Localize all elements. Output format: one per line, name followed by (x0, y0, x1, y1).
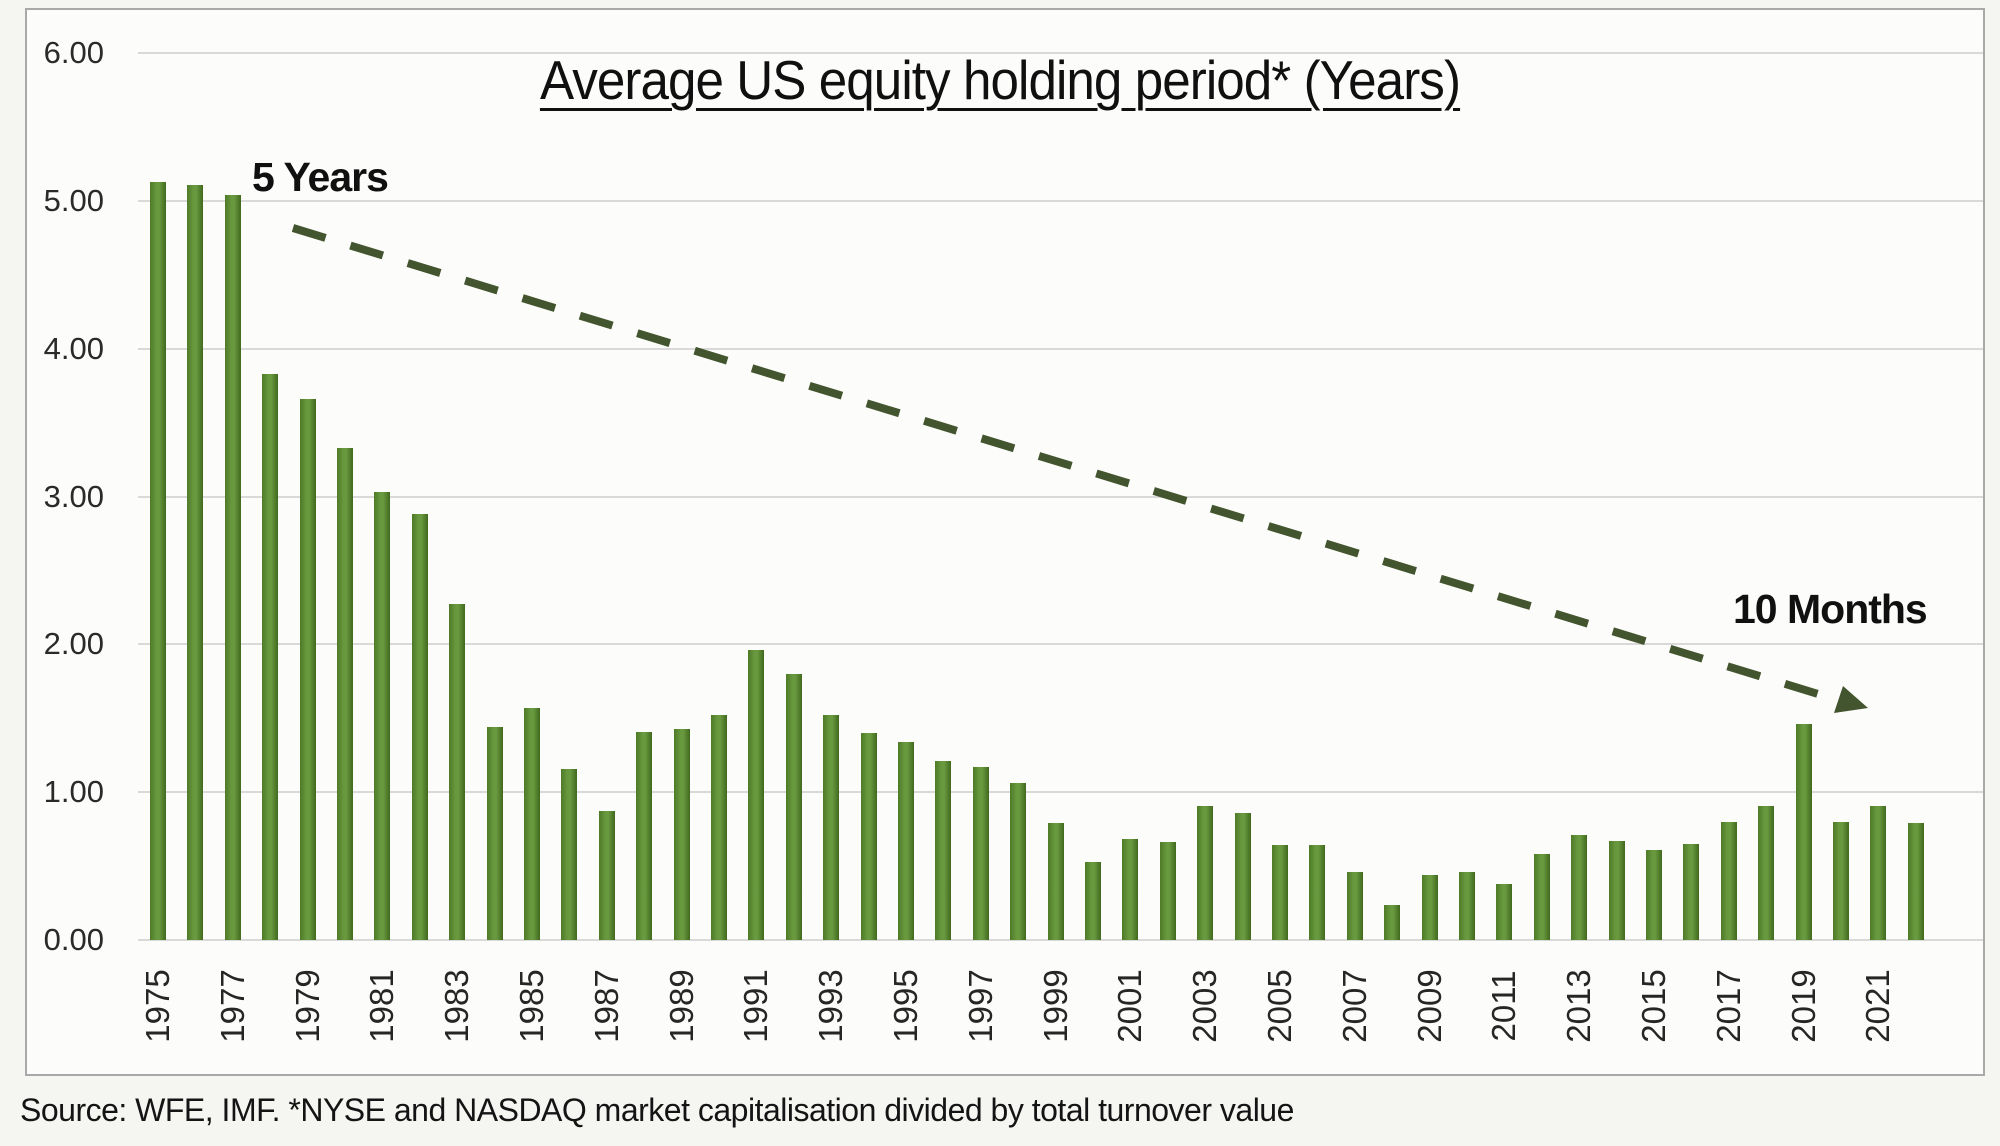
bar-1987 (598, 811, 615, 940)
x-tick-label-2005: 2005 (1261, 969, 1298, 1043)
x-tick-label-1997: 1997 (961, 969, 999, 1043)
y-tick-label: 6.00 (43, 35, 104, 71)
x-tick-label-1975: 1975 (139, 969, 176, 1043)
bar-1996 (935, 761, 952, 940)
bar-1983 (449, 604, 466, 940)
bar-2022 (1907, 823, 1924, 940)
bar-1981 (374, 492, 391, 940)
bar-2011 (1496, 883, 1513, 940)
bar-1985 (524, 707, 540, 940)
bar-1997 (972, 767, 989, 940)
bar-1999 (1047, 823, 1064, 940)
bar-2017 (1720, 821, 1737, 940)
bar-2010 (1459, 872, 1475, 940)
bar-1989 (673, 728, 690, 940)
x-tick-label-2013: 2013 (1560, 969, 1598, 1043)
annotation-10-months: 10 Months (1733, 586, 1928, 632)
y-tick-label: 2.00 (43, 626, 104, 662)
bar-1988 (636, 731, 653, 940)
gridline-5.00 (138, 200, 1983, 202)
gridline-4.00 (138, 347, 1983, 350)
bar-2019 (1795, 724, 1812, 940)
y-tick-label: 1.00 (43, 774, 104, 810)
bar-2021 (1870, 805, 1887, 940)
bar-2002 (1159, 842, 1176, 940)
bar-2007 (1346, 872, 1363, 940)
chart-title: Average US equity holding period* (Years… (70, 48, 1930, 112)
bar-1991 (748, 650, 765, 940)
x-tick-label-2001: 2001 (1111, 969, 1149, 1043)
y-tick-label: 3.00 (43, 478, 104, 514)
y-tick-label: 4.00 (43, 330, 104, 366)
bar-1977 (224, 195, 241, 940)
x-tick-label-1983: 1983 (438, 969, 476, 1043)
bar-2006 (1309, 845, 1326, 940)
gridline-6.00 (138, 52, 1983, 55)
bar-2000 (1085, 861, 1101, 940)
x-tick-label-1999: 1999 (1036, 969, 1074, 1043)
x-tick-label-1989: 1989 (662, 969, 700, 1043)
bar-2001 (1122, 839, 1139, 940)
bar-1998 (1010, 783, 1027, 940)
x-tick-label-2021: 2021 (1859, 969, 1897, 1043)
bar-2005 (1272, 845, 1288, 940)
bar-2004 (1234, 812, 1251, 940)
x-tick-label-2009: 2009 (1410, 969, 1448, 1043)
bar-1990 (711, 715, 727, 940)
bar-1975 (150, 181, 166, 940)
bar-1982 (411, 514, 428, 940)
x-tick-label-2019: 2019 (1784, 969, 1822, 1043)
x-tick-label-1979: 1979 (288, 969, 326, 1043)
x-tick-label-2017: 2017 (1709, 969, 1747, 1043)
bar-2020 (1833, 821, 1849, 940)
bar-2015 (1646, 849, 1662, 940)
bar-1980 (337, 447, 353, 940)
bar-2009 (1421, 874, 1438, 940)
bar-2008 (1384, 904, 1401, 940)
bar-2016 (1683, 843, 1700, 940)
x-tick-label-2003: 2003 (1186, 969, 1224, 1043)
gridline-1.00 (138, 791, 1983, 794)
y-tick-label: 5.00 (43, 183, 104, 218)
x-tick-label-2007: 2007 (1335, 969, 1373, 1043)
source-note: Source: WFE, IMF. *NYSE and NASDAQ marke… (20, 1092, 1294, 1128)
bar-1979 (299, 399, 316, 940)
annotation-5-years: 5 Years (252, 154, 389, 200)
bar-2003 (1197, 805, 1214, 940)
bar-1994 (860, 733, 877, 940)
x-tick-label-1987: 1987 (587, 969, 625, 1043)
x-tick-label-2015: 2015 (1635, 969, 1672, 1043)
bar-2012 (1533, 854, 1550, 940)
x-tick-label-1981: 1981 (363, 969, 401, 1043)
bar-1995 (898, 741, 914, 940)
bar-1986 (561, 768, 578, 940)
x-tick-label-1977: 1977 (213, 969, 251, 1043)
bar-2014 (1608, 840, 1625, 940)
bar-2018 (1758, 805, 1775, 940)
x-tick-label-1993: 1993 (812, 969, 850, 1043)
x-tick-label-1985: 1985 (513, 969, 550, 1043)
bar-1993 (823, 715, 840, 940)
x-tick-label-1991: 1991 (737, 969, 775, 1043)
x-tick-label-1995: 1995 (887, 969, 924, 1043)
y-tick-label: 0.00 (43, 922, 104, 957)
x-tick-label-2011: 2011 (1485, 970, 1523, 1042)
bar-1976 (187, 184, 204, 940)
gridline-0.00 (138, 939, 1983, 941)
bar-1992 (785, 673, 802, 940)
gridline-3.00 (138, 495, 1983, 498)
bar-2013 (1571, 835, 1588, 940)
bar-1978 (262, 373, 279, 940)
bar-1984 (486, 727, 503, 940)
chart-title-text: Average US equity holding period* (Years… (539, 49, 1461, 111)
